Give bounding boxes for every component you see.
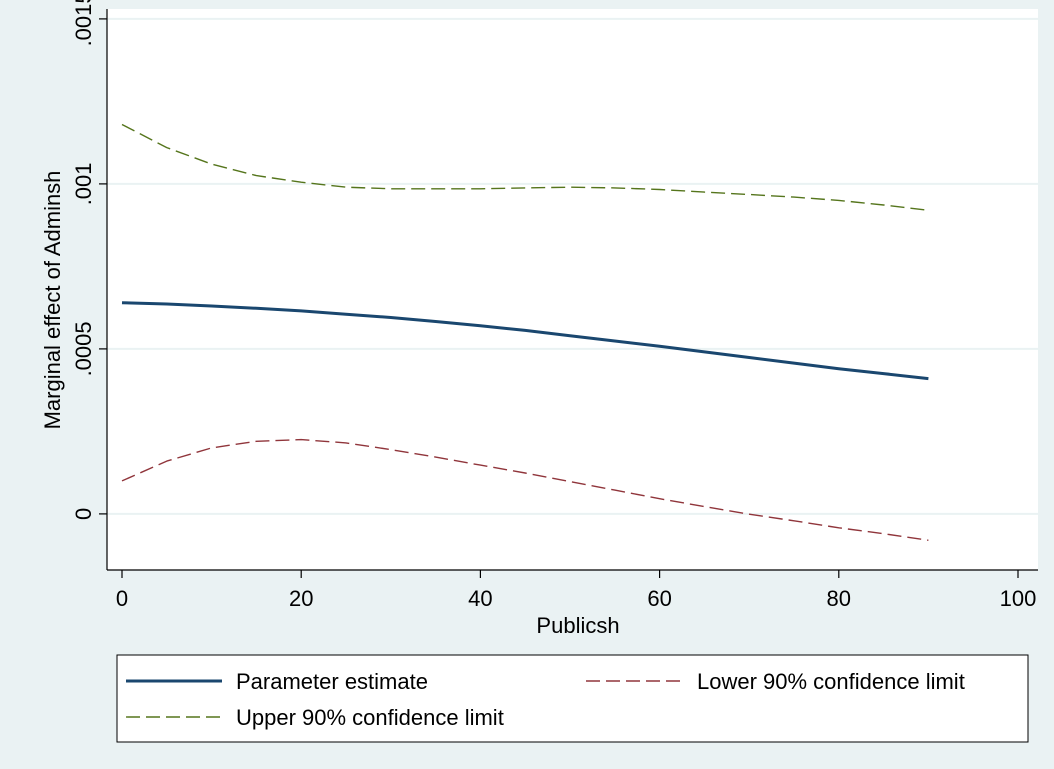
series-line-upper-limit bbox=[121, 123, 929, 211]
y-axis-title: Marginal effect of Adminsh bbox=[40, 171, 65, 430]
series-lines bbox=[121, 123, 929, 541]
y-tick-label: .001 bbox=[71, 162, 96, 205]
y-axis-ticks: 0 .0005 .001 .0015 bbox=[71, 0, 107, 520]
x-tick-label: 20 bbox=[289, 586, 313, 611]
y-tick-label: .0015 bbox=[71, 0, 96, 46]
x-tick-label: 60 bbox=[647, 586, 671, 611]
legend-box bbox=[116, 654, 1029, 743]
x-tick-label: 40 bbox=[468, 586, 492, 611]
y-tick-label: .0005 bbox=[71, 321, 96, 376]
x-tick-label: 0 bbox=[116, 586, 128, 611]
x-tick-label: 100 bbox=[1000, 586, 1037, 611]
y-tick-label: 0 bbox=[71, 508, 96, 520]
x-tick-label: 80 bbox=[827, 586, 851, 611]
x-axis-title: Publicsh bbox=[536, 613, 619, 638]
legend: Parameter estimate Lower 90% confidence … bbox=[116, 654, 1029, 743]
legend-label-parameter-estimate: Parameter estimate bbox=[236, 669, 428, 694]
legend-label-lower-limit: Lower 90% confidence limit bbox=[697, 669, 965, 694]
x-axis-ticks: 0 20 40 60 80 100 bbox=[116, 570, 1036, 611]
series-line-parameter-estimate bbox=[121, 301, 929, 381]
legend-label-upper-limit: Upper 90% confidence limit bbox=[236, 705, 504, 730]
gridlines bbox=[107, 17, 1038, 515]
plot-area bbox=[107, 9, 1038, 570]
series-line-lower-limit bbox=[121, 438, 929, 541]
